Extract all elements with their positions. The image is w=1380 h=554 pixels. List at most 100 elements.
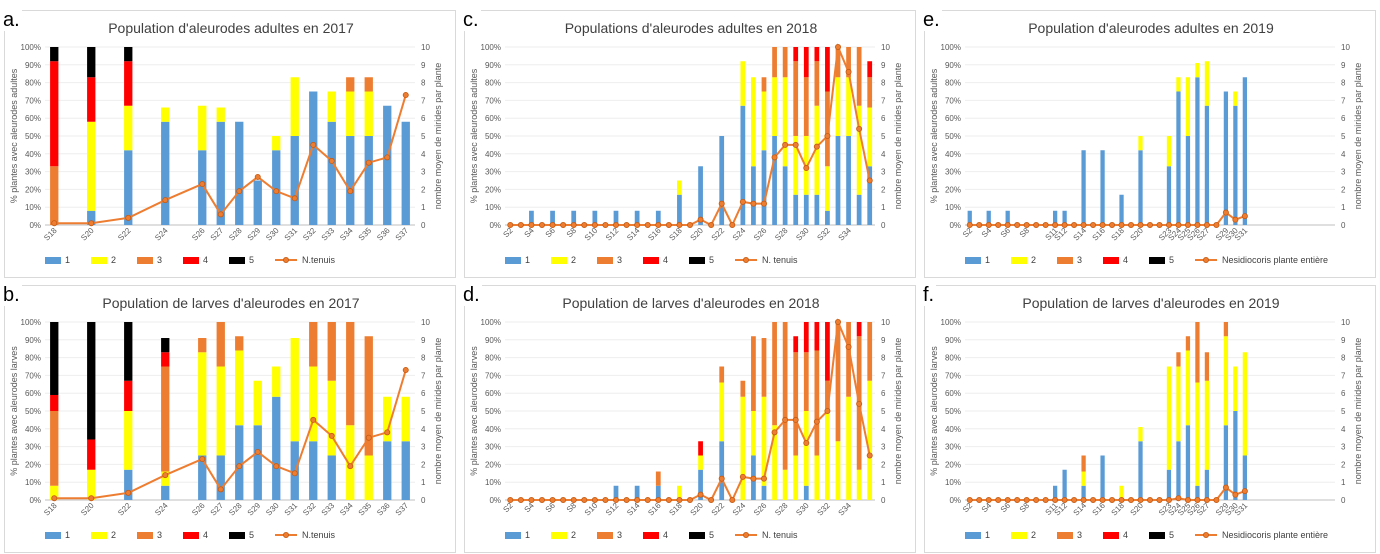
- line-marker: [634, 496, 641, 503]
- y2-tick-label: 5: [1341, 407, 1346, 416]
- bar-segment: [50, 47, 59, 62]
- bar-segment: [825, 166, 830, 211]
- line-marker: [570, 496, 577, 503]
- bar-segment: [272, 366, 281, 397]
- x-tick-label: S32: [815, 501, 832, 518]
- x-tick-label: S6: [999, 501, 1013, 515]
- bar-segment: [87, 439, 96, 470]
- legend-label: Nesidiocoris plante entière: [1222, 530, 1328, 540]
- y2-tick-label: 9: [421, 336, 426, 345]
- line-marker: [845, 68, 852, 75]
- x-tick-label: S26: [190, 501, 207, 518]
- bar-segment: [198, 150, 207, 225]
- bar-segment: [793, 352, 799, 456]
- x-tick-label: S28: [227, 226, 244, 243]
- y-tick-label: 70%: [945, 371, 961, 380]
- bar-segment: [1223, 425, 1229, 500]
- legend-label: 5: [709, 255, 714, 265]
- bar-segment: [655, 210, 661, 225]
- y-tick-label: 70%: [485, 96, 501, 105]
- bar-segment: [253, 180, 262, 225]
- line-marker: [813, 418, 820, 425]
- bar-segment: [1242, 77, 1248, 225]
- line-marker: [591, 221, 598, 228]
- bar-segment: [1242, 352, 1248, 456]
- y2-tick-label: 7: [1341, 371, 1346, 380]
- bar-segment: [272, 136, 281, 151]
- y-tick-label: 90%: [485, 336, 501, 345]
- legend-label: 2: [571, 255, 576, 265]
- legend-label: 3: [617, 255, 622, 265]
- y-tick-label: 10%: [485, 478, 501, 487]
- x-tick-label: S28: [227, 501, 244, 518]
- legend-label: 2: [571, 530, 576, 540]
- bar-segment: [793, 455, 799, 500]
- line-marker: [517, 221, 524, 228]
- line-marker: [813, 143, 820, 150]
- bar-segment: [867, 322, 873, 381]
- line-marker: [347, 188, 354, 195]
- legend-label: 4: [663, 255, 668, 265]
- line-marker: [676, 221, 683, 228]
- y2-tick-label: 7: [881, 371, 886, 380]
- line-marker: [1156, 496, 1163, 503]
- y-axis-title: % plantes avec aleurodes adultes: [469, 68, 479, 203]
- line-marker: [1090, 496, 1097, 503]
- bar-segment: [751, 336, 756, 411]
- line-marker: [254, 173, 261, 180]
- bar-segment: [803, 352, 809, 411]
- y2-tick-label: 1: [1341, 203, 1346, 212]
- bar-segment: [327, 121, 336, 225]
- legend-label: 3: [1077, 255, 1082, 265]
- legend-swatch: [643, 257, 659, 264]
- bar-segment: [346, 136, 355, 225]
- legend-swatch: [1057, 532, 1073, 539]
- line-marker: [803, 440, 810, 447]
- x-tick-label: S32: [301, 226, 318, 243]
- legend-label: 1: [985, 530, 990, 540]
- line-marker: [1014, 496, 1021, 503]
- line-marker: [976, 496, 983, 503]
- legend-label: N. tenuis: [762, 255, 798, 265]
- legend-swatch: [183, 532, 199, 539]
- legend-swatch: [91, 532, 107, 539]
- bar-segment: [1233, 91, 1238, 106]
- x-tick-label: S16: [646, 226, 663, 243]
- bar-segment: [740, 105, 746, 225]
- line-marker: [1004, 496, 1011, 503]
- bar-segment: [814, 47, 820, 62]
- y-tick-label: 40%: [485, 425, 501, 434]
- bar-segment: [835, 136, 841, 225]
- bar-segment: [1195, 322, 1200, 383]
- y-tick-label: 40%: [25, 425, 41, 434]
- legend-label: 1: [985, 255, 990, 265]
- y-tick-label: 60%: [485, 114, 501, 123]
- x-tick-label: S30: [794, 501, 811, 518]
- x-tick-label: S20: [1128, 226, 1145, 243]
- bar-segment: [986, 210, 991, 225]
- legend-label: 2: [1031, 530, 1036, 540]
- x-tick-label: S10: [583, 501, 600, 518]
- line-marker: [750, 475, 757, 482]
- bar-segment: [751, 411, 756, 456]
- legend-swatch: [965, 257, 981, 264]
- y-tick-label: 30%: [25, 443, 41, 452]
- line-marker: [1071, 221, 1078, 228]
- line-marker: [1042, 221, 1049, 228]
- y2-tick-label: 2: [881, 460, 886, 469]
- bar-segment: [87, 47, 96, 78]
- legend-swatch: [1103, 532, 1119, 539]
- line-marker: [623, 496, 630, 503]
- bar-segment: [782, 322, 788, 470]
- bar-segment: [751, 77, 756, 167]
- bar-segment: [803, 322, 809, 353]
- line-marker: [718, 475, 725, 482]
- x-tick-label: S26: [752, 501, 769, 518]
- y-tick-label: 30%: [25, 168, 41, 177]
- line-marker: [539, 221, 546, 228]
- line-marker: [560, 496, 567, 503]
- x-tick-label: S4: [980, 501, 994, 515]
- line-marker: [1118, 221, 1125, 228]
- chart-title: Population de larves d'aleurodes en 2018: [562, 295, 819, 311]
- line-marker: [1203, 496, 1210, 503]
